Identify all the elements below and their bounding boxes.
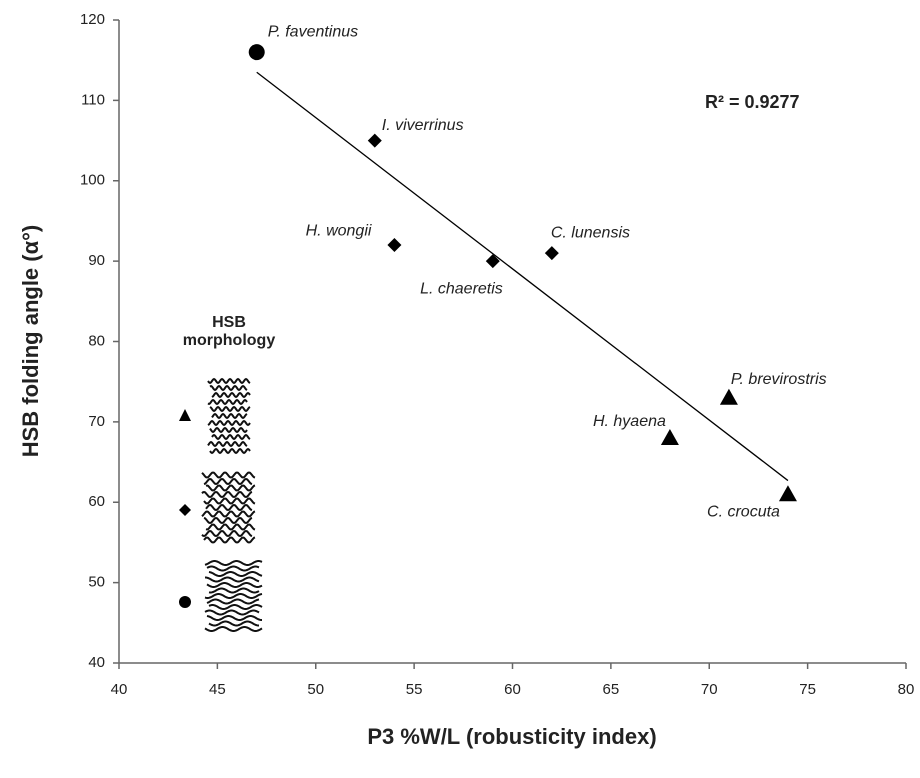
x-tick-label: 55 (406, 681, 423, 698)
point (778, 485, 797, 502)
y-tick-label: 60 (88, 493, 105, 510)
legend-marker (179, 596, 191, 608)
point-label: H. hyaena (593, 413, 666, 430)
hsb-wave (209, 426, 248, 434)
legend-title: morphology (183, 332, 276, 349)
legend-marker (179, 504, 191, 516)
hsb-wave (211, 391, 251, 399)
x-tick-label: 75 (799, 681, 816, 698)
point (387, 238, 402, 253)
hsb-wave (209, 384, 248, 392)
hsb-wave (201, 471, 256, 479)
hsb-wave (209, 405, 251, 413)
x-tick-label: 70 (701, 681, 718, 698)
hsb-wave (201, 510, 256, 518)
hsb-wave (206, 598, 260, 605)
hsb-wave (211, 412, 248, 420)
x-tick-label: 40 (111, 681, 128, 698)
point-label: C. crocuta (707, 503, 780, 520)
hsb-wave (203, 477, 253, 486)
hsb-wave (204, 560, 263, 566)
point (719, 388, 738, 405)
hsb-wave (206, 565, 260, 572)
x-tick-label: 65 (603, 681, 620, 698)
hsb-wave (208, 587, 260, 594)
y-tick-label: 70 (88, 413, 105, 430)
y-tick-label: 40 (88, 654, 105, 671)
hsb-wave (203, 536, 256, 544)
x-tick-label: 60 (504, 681, 521, 698)
x-tick-label: 80 (898, 681, 915, 698)
point-label: P. faventinus (268, 23, 358, 40)
hsb-wave (206, 582, 263, 588)
point (367, 133, 382, 148)
point-label: C. lunensis (551, 224, 630, 241)
x-tick-label: 50 (307, 681, 324, 698)
y-tick-label: 80 (88, 332, 105, 349)
point (660, 428, 679, 445)
hsb-wave (205, 484, 256, 492)
x-tick-label: 45 (209, 681, 226, 698)
hsb-wave (203, 497, 256, 505)
hsb-wave (207, 440, 248, 448)
hsb-wave (205, 523, 256, 531)
hsb-wave (204, 609, 260, 616)
hsb-wave (201, 490, 253, 499)
hsb-wave (211, 433, 251, 441)
hsb-wave (205, 576, 260, 583)
trend-line (256, 71, 789, 482)
hsb-wave (201, 529, 253, 538)
point-label: I. viverrinus (382, 117, 464, 134)
point-label: L. chaeretis (420, 280, 503, 297)
point (485, 254, 500, 269)
hsb-wave (206, 615, 262, 621)
legend-title: HSB (212, 314, 246, 331)
hsb-wave (208, 620, 259, 627)
point-label: P. brevirostris (731, 371, 827, 388)
hsb-wave (204, 593, 263, 599)
hsb-wave (204, 626, 263, 632)
legend-marker (179, 409, 191, 421)
y-tick-label: 100 (80, 172, 105, 189)
hsb-wave (207, 377, 251, 385)
y-tick-label: 90 (88, 252, 105, 269)
point-label: H. wongii (306, 222, 372, 239)
hsb-wave (208, 604, 263, 610)
hsb-wave (208, 571, 263, 577)
x-axis-label: P3 %W/L (robusticity index) (367, 724, 656, 749)
y-tick-label: 50 (88, 574, 105, 591)
hsb-wave (205, 503, 253, 512)
hsb-pattern (201, 377, 263, 632)
point (248, 44, 265, 61)
point (544, 246, 559, 261)
hsb-wave (207, 398, 248, 406)
hsb-wave (203, 516, 253, 525)
hsb-wave (209, 447, 251, 455)
y-tick-label: 120 (80, 11, 105, 28)
y-tick-label: 110 (81, 91, 105, 108)
hsb-wave (207, 419, 251, 427)
y-axis-label: HSB folding angle (α°) (18, 225, 43, 458)
r-squared: R² = 0.9277 (705, 92, 800, 112)
